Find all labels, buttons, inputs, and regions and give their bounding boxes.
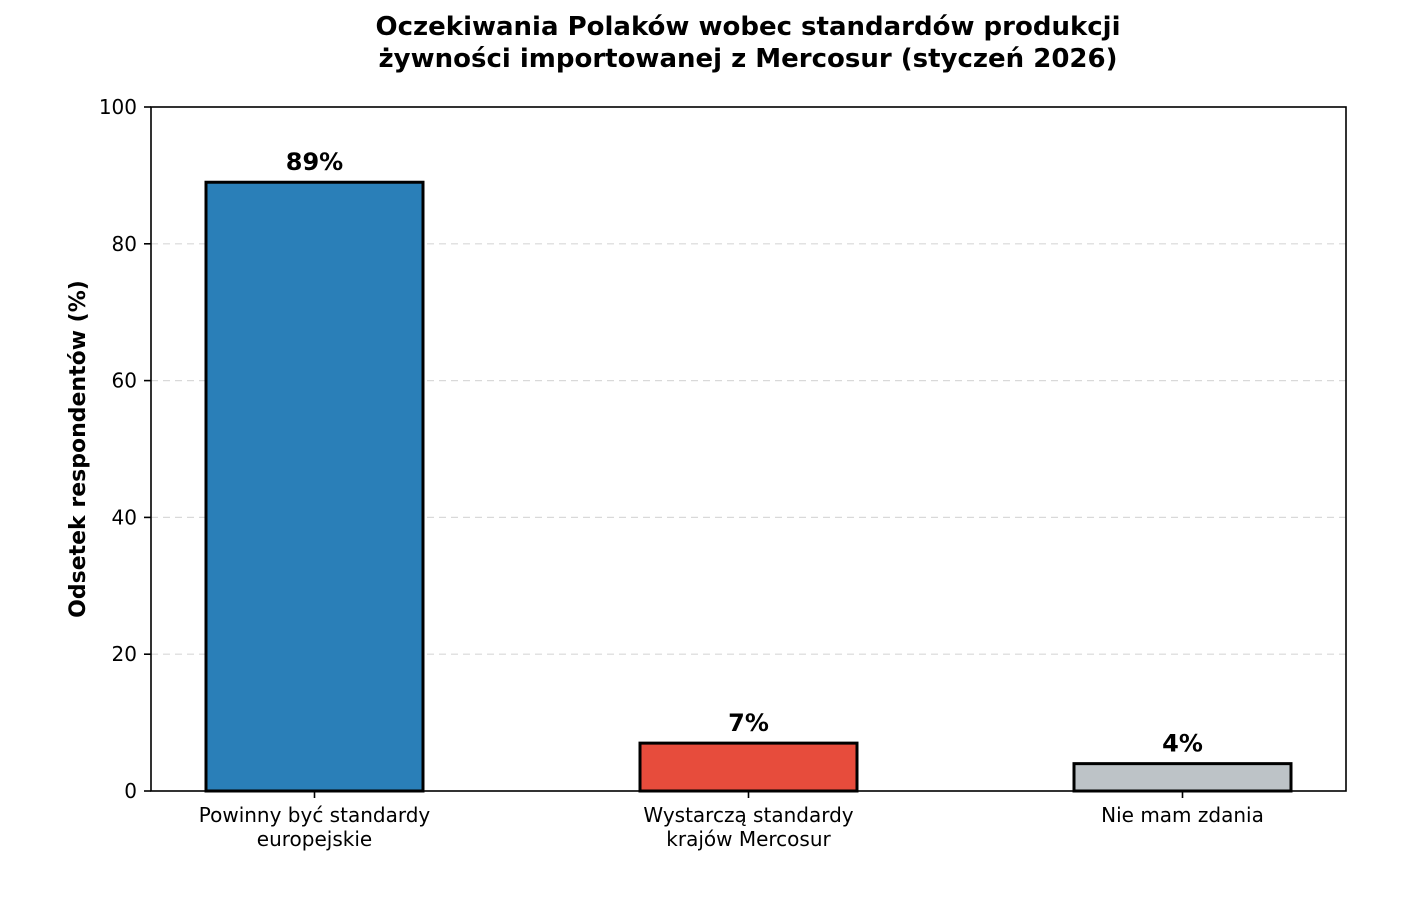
y-tick-label-40: 40 (112, 505, 137, 529)
y-tick-label-0: 0 (124, 779, 137, 803)
value-label-1: 89% (286, 148, 343, 176)
value-labels: 89% 7% 4% (286, 148, 1203, 757)
x-tick-label-2: Wystarczą standardy krajów Mercosur (643, 803, 853, 851)
y-tick-label-100: 100 (99, 95, 137, 119)
bar-2 (638, 741, 859, 793)
y-axis-label: Odsetek respondentów (%) (66, 280, 91, 618)
chart-title: Oczekiwania Polaków wobec standardów pro… (376, 12, 1121, 74)
chart-title-text: Oczekiwania Polaków wobec standardów pro… (376, 12, 1121, 74)
x-tick-label-1: Powinny być standardy europejskie (199, 803, 431, 851)
x-tick-label-3: Nie mam zdania (1101, 803, 1264, 827)
y-tick-label-20: 20 (112, 642, 137, 666)
y-axis-ticks: 0 20 40 60 80 100 (99, 95, 151, 803)
y-tick-label-60: 60 (112, 369, 137, 393)
y-tick-label-80: 80 (112, 232, 137, 256)
value-label-3: 4% (1162, 730, 1203, 758)
bar-3 (1072, 762, 1293, 793)
bars (204, 180, 1293, 793)
bar-1 (204, 180, 425, 793)
value-label-2: 7% (728, 709, 769, 737)
x-axis-ticks: Powinny być standardy europejskie Wystarcz… (199, 791, 1264, 851)
